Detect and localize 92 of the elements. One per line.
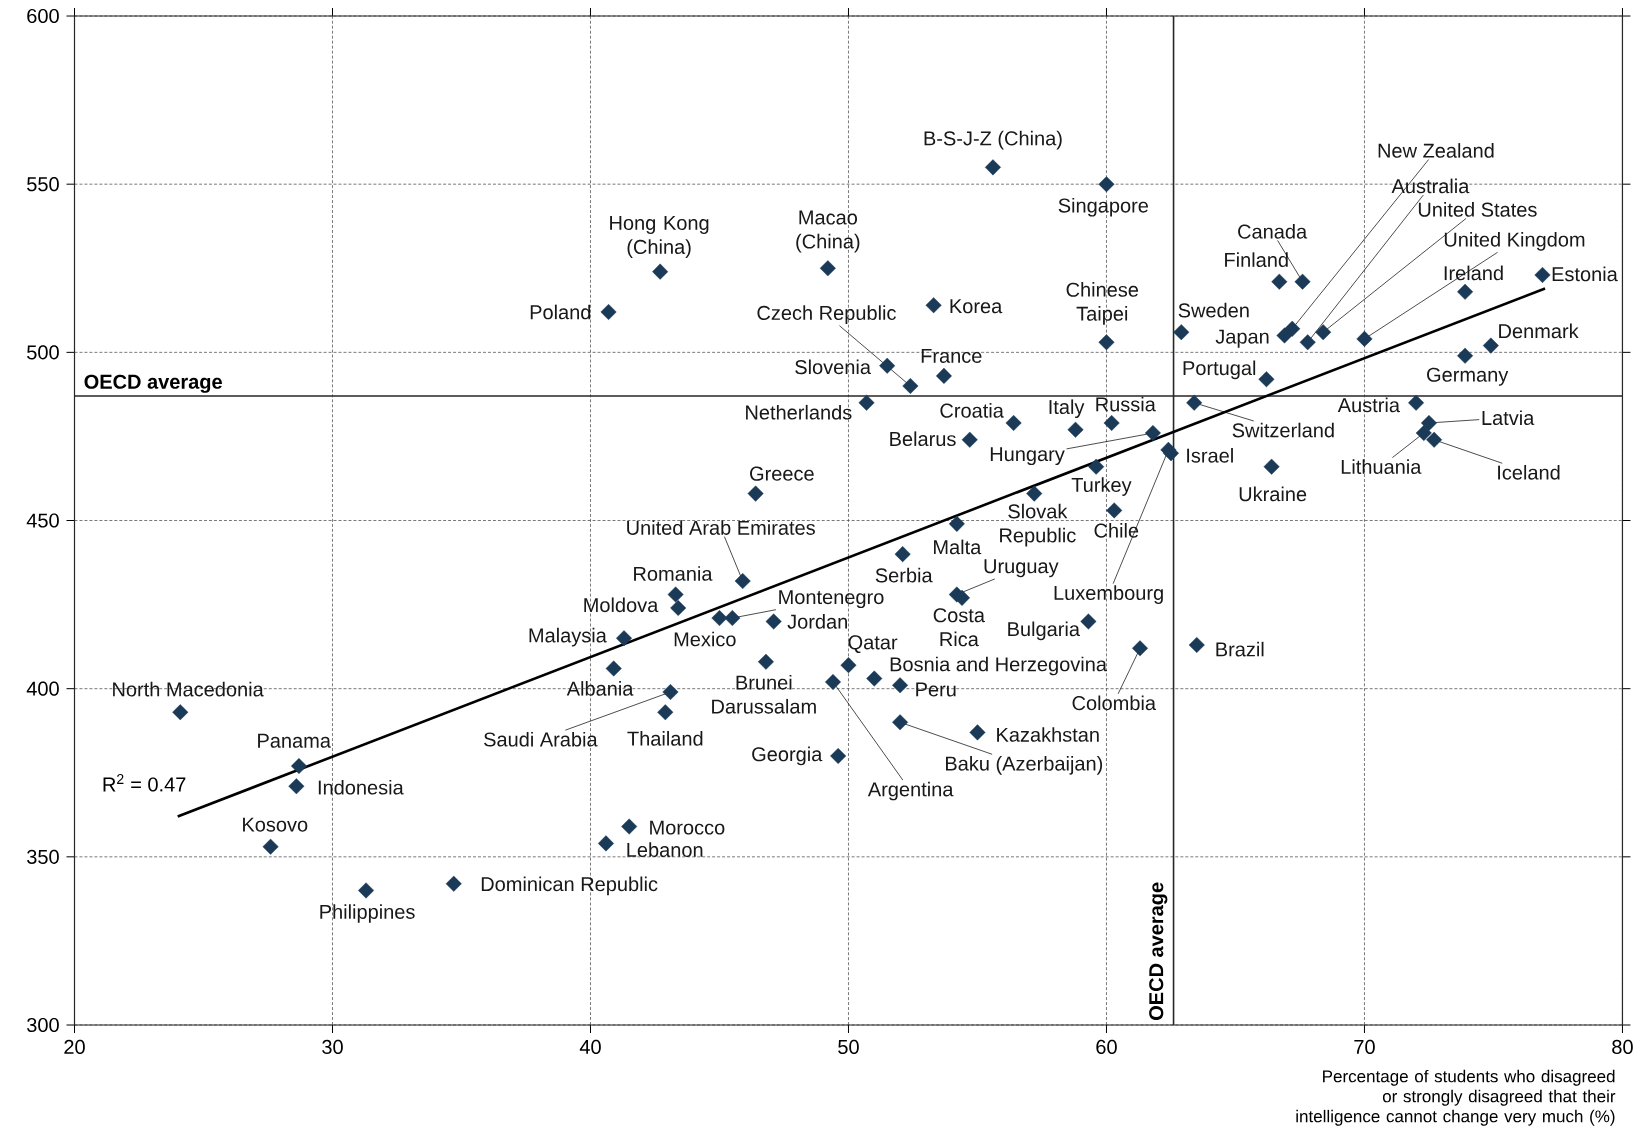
annotation: Australia	[1391, 178, 1470, 194]
annotation: Kazakhstan	[997, 727, 1099, 742]
annotation: United States	[1418, 202, 1537, 217]
annotation: Malaysia	[529, 627, 607, 647]
ref-line-label: OECD average	[84, 374, 222, 393]
annotation: Serbia	[875, 567, 933, 583]
annotation: Israel	[1187, 447, 1233, 463]
annotation: Finland	[1225, 252, 1288, 268]
annotation: Croatia	[940, 403, 1004, 418]
annotation: Luxembourg	[1054, 585, 1163, 604]
annotation: Brunei Darussalam	[712, 674, 816, 714]
y-tick-label: 600	[27, 8, 59, 24]
annotation: Ukraine	[1239, 486, 1307, 502]
annotation: Lithuania	[1341, 459, 1422, 474]
annotation: North Macedonia	[113, 681, 264, 697]
annotation: France	[921, 348, 982, 363]
x-tick-label: 30	[322, 1039, 343, 1055]
annotation: Germany	[1427, 367, 1509, 386]
annotation: Netherlands	[746, 404, 852, 420]
annotation: Macao (China)	[796, 210, 860, 253]
annotation: Sweden	[1178, 302, 1249, 318]
annotation: Colombia	[1072, 695, 1157, 711]
annotation: Malta	[934, 539, 982, 555]
annotation: B-S-J-Z (China)	[924, 130, 1062, 150]
annotation: Philippines	[320, 904, 415, 923]
x-tick-label: 70	[1354, 1039, 1375, 1055]
annotation: Greece	[750, 466, 814, 481]
x-tick-label: 60	[1096, 1039, 1117, 1055]
annotation: Hong Kong (China)	[610, 216, 709, 258]
annotation: Japan	[1215, 329, 1269, 348]
annotation: Bulgaria	[1008, 621, 1080, 641]
annotation: Chile	[1094, 523, 1139, 538]
annotation: Kosovo	[243, 817, 308, 832]
annotation: Georgia	[752, 746, 823, 766]
annotation: Czech Republic	[757, 305, 896, 324]
annotation: Albania	[566, 681, 634, 696]
x-tick-label: 20	[64, 1039, 85, 1055]
annotation: Italy	[1049, 399, 1085, 419]
annotation: Saudi Arabia	[484, 731, 598, 747]
annotation: United Arab Emirates	[627, 520, 815, 535]
annotation: R$^{2}$ = 0.47	[103, 774, 186, 792]
y-tick-label: 450	[26, 513, 59, 528]
annotation: Thailand	[627, 731, 703, 746]
y-tick-label: 500	[27, 345, 59, 360]
annotation: Singapore	[1058, 197, 1149, 217]
annotation: Turkey	[1071, 477, 1132, 496]
x-axis-title: Percentage of students who disagreed or strongly disagreed that their intelligence cannot change very much (%)	[1296, 1069, 1616, 1126]
annotation: Peru	[916, 682, 956, 697]
annotation: Korea	[950, 299, 1003, 314]
annotation: Qatar	[848, 635, 898, 654]
annotation: Russia	[1096, 396, 1156, 412]
annotation: Baku (Azerbaijan)	[946, 755, 1103, 775]
y-tick-label: 300	[27, 1017, 59, 1033]
annotation: Panama	[258, 733, 331, 748]
annotation: Latvia	[1482, 410, 1535, 426]
annotation: Estonia	[1552, 266, 1618, 282]
x-tick-label: 50	[838, 1039, 859, 1055]
annotation: Morocco	[650, 820, 725, 835]
annotation: New Zealand	[1378, 143, 1494, 158]
annotation: Indonesia	[318, 779, 404, 795]
annotation: Poland	[530, 304, 591, 320]
annotation: Ireland	[1444, 265, 1503, 281]
annotation: United Kingdom	[1444, 232, 1585, 251]
x-tick-label: 40	[579, 1039, 601, 1055]
annotation: Argentina	[867, 781, 954, 801]
annotation: Canada	[1238, 224, 1308, 239]
annotation: Slovenia	[795, 359, 871, 375]
annotation: Mexico	[674, 631, 736, 647]
x-tick-label: 80	[1612, 1039, 1633, 1055]
y-tick-label: 400	[26, 681, 59, 696]
annotation: Belarus	[890, 431, 956, 447]
annotation: Brazil	[1216, 641, 1264, 657]
annotation: Austria	[1337, 397, 1400, 413]
annotation: Costa Rica	[933, 608, 985, 647]
annotation: Romania	[634, 566, 713, 581]
annotation: Iceland	[1498, 464, 1560, 480]
annotation: Bosnia and Herzegovina	[890, 656, 1107, 676]
ref-line-label: OECD average	[1149, 882, 1168, 1020]
annotation: Switzerland	[1232, 422, 1334, 438]
annotation: Montenegro	[779, 590, 884, 609]
y-tick-label: 550	[27, 177, 59, 192]
annotation: Hungary	[990, 447, 1065, 466]
annotation: Denmark	[1499, 323, 1579, 339]
annotation: Dominican Republic	[481, 876, 658, 896]
y-tick-label: 350	[27, 849, 59, 864]
annotation: Lebanon	[627, 842, 703, 858]
annotation: Chinese Taipei	[1066, 282, 1139, 325]
annotation: Jordan	[787, 614, 847, 629]
annotation: Moldova	[584, 597, 659, 613]
annotation: Portugal	[1183, 360, 1256, 380]
annotation: Uruguay	[984, 559, 1059, 578]
annotation: Slovak Republic	[1000, 503, 1076, 547]
